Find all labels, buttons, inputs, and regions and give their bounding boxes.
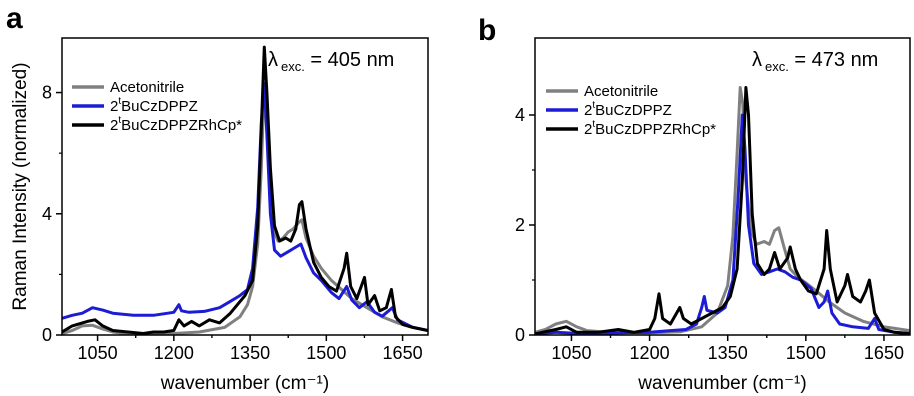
y-tick-label: 4: [42, 204, 52, 224]
legend-entry: 2tBuCzDPPZRhCp*: [584, 119, 716, 138]
legend-entry: 2tBuCzDPPZ: [110, 96, 198, 115]
legend-entry: 2tBuCzDPPZ: [584, 100, 672, 119]
x-axis-title: wavenumber (cm⁻¹): [637, 373, 806, 394]
x-tick-label: 1350: [708, 343, 748, 363]
series-line-2: [62, 45, 428, 335]
x-axis-title: wavenumber (cm⁻¹): [160, 373, 329, 394]
x-tick-label: 1050: [78, 343, 118, 363]
x-tick-label: 1050: [551, 343, 591, 363]
excitation-label: λ exc. = 473 nm: [752, 49, 878, 74]
panel-label: a: [6, 2, 23, 35]
x-tick-label: 1200: [154, 343, 194, 363]
panel-a: a 1050 1200 1350 1500 1650 0 4 8 wavenumber (cm⁻¹…: [6, 2, 429, 394]
panel-b: b 1050 1200 1350 1500 1650 0 2 4 wavenumber (cm⁻¹…: [478, 14, 911, 394]
y-tick-label: 2: [515, 215, 525, 235]
excitation-label: λ exc. = 405 nm: [268, 49, 394, 74]
panel-label: b: [478, 14, 496, 47]
x-tick-label: 1200: [630, 343, 670, 363]
series-line-1: [535, 113, 910, 335]
x-tick-label: 1650: [864, 343, 904, 363]
y-axis-title: Raman Intensity (normalized): [10, 62, 31, 310]
series-line-1: [62, 82, 428, 332]
series-line-2: [535, 86, 910, 335]
legend-entry: Acetonitrile: [584, 83, 658, 100]
plot-frame: [534, 37, 911, 336]
y-tick-label: 8: [42, 83, 52, 103]
x-tick-label: 1350: [230, 343, 270, 363]
legend-entry: 2tBuCzDPPZRhCp*: [110, 115, 242, 134]
x-tick-label: 1650: [383, 343, 423, 363]
y-tick-label: 4: [515, 105, 525, 125]
y-tick-label: 0: [515, 325, 525, 345]
x-tick-label: 1500: [786, 343, 826, 363]
x-tick-label: 1500: [306, 343, 346, 363]
legend-entry: Acetonitrile: [110, 79, 184, 96]
y-tick-label: 0: [42, 325, 52, 345]
plot-frame: [61, 37, 429, 336]
